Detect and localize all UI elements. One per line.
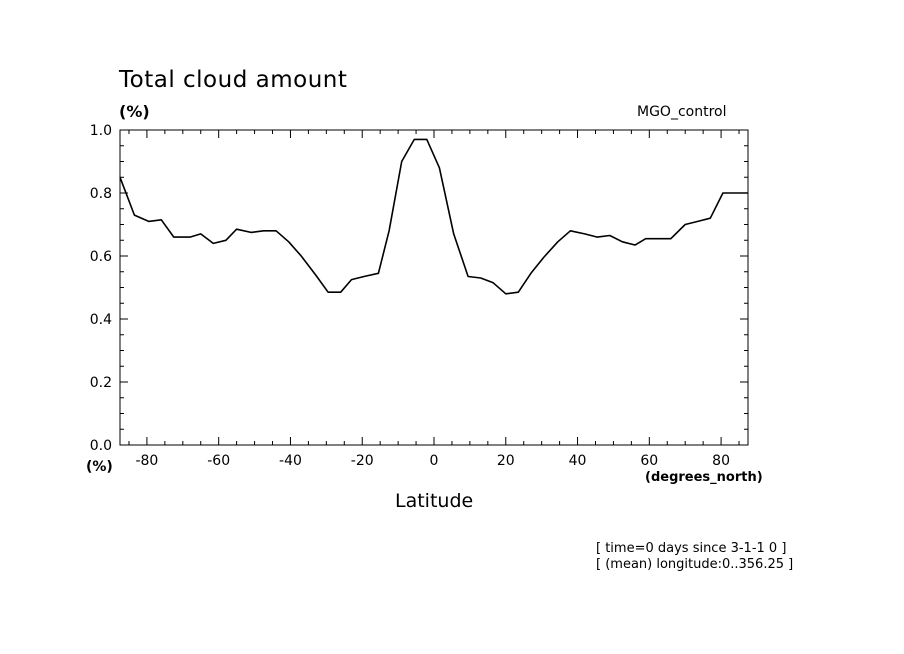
x-tick-label: 40	[569, 453, 587, 469]
x-tick-label: -80	[135, 453, 158, 469]
y-tick-label: 0.4	[90, 312, 112, 328]
x-tick-label: 0	[430, 453, 439, 469]
note-longitude: [ (mean) longitude:0..356.25 ]	[596, 557, 794, 572]
y-axis-unit-bottom: (%)	[86, 459, 113, 475]
y-tick-label: 0.2	[90, 375, 112, 391]
y-tick-label: 0.6	[90, 249, 112, 265]
x-tick-label: 60	[640, 453, 658, 469]
x-axis-label: Latitude	[395, 490, 474, 512]
x-tick-label: 80	[712, 453, 730, 469]
y-tick-label: 1.0	[90, 123, 112, 139]
series-line	[119, 138, 748, 295]
y-tick-label: 0.8	[90, 186, 112, 202]
y-tick-label: 0.0	[90, 438, 112, 454]
x-tick-label: -20	[351, 453, 374, 469]
x-axis-unit: (degrees_north)	[645, 470, 763, 485]
run-label: MGO_control	[637, 104, 727, 120]
x-tick-label: 20	[497, 453, 515, 469]
note-time: [ time=0 days since 3-1-1 0 ]	[596, 541, 787, 556]
x-tick-label: -60	[207, 453, 230, 469]
x-tick-label: -40	[279, 453, 302, 469]
plot-frame	[119, 129, 749, 446]
y-axis-unit-top: (%)	[119, 102, 150, 121]
chart-title: Total cloud amount	[119, 67, 348, 93]
